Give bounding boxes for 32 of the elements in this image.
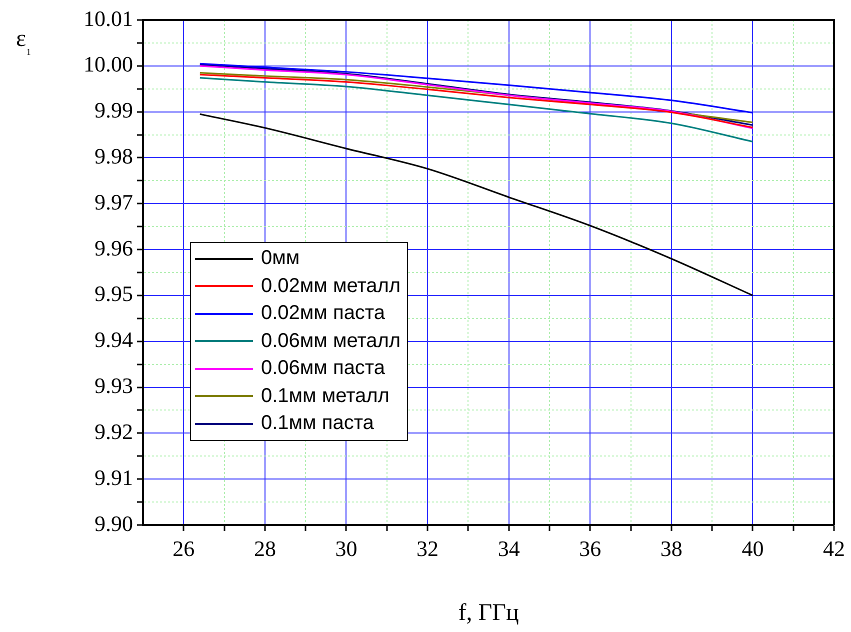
line-series [199, 62, 754, 114]
line-series [199, 113, 754, 296]
y-tick-label: 9.95 [94, 281, 133, 306]
x-tick-label: 28 [254, 536, 276, 561]
y-tick-label: 9.90 [94, 510, 133, 536]
x-tick-label: 34 [498, 536, 520, 561]
y-tick-label: 9.94 [94, 327, 133, 352]
y-tick-label: 10.01 [84, 6, 133, 31]
legend-label: 0.06мм металл [261, 328, 401, 354]
y-tick-label: 9.97 [94, 189, 133, 214]
x-axis-title: f, ГГц [458, 600, 519, 626]
legend-label: 0мм [261, 246, 300, 271]
legend-label: 0.1мм паста [261, 411, 374, 436]
x-tick-label: 26 [172, 536, 195, 561]
y-tick-label: 9.96 [94, 235, 133, 260]
x-tick-label: 42 [823, 536, 845, 561]
legend-label: 0.1мм металл [261, 384, 390, 408]
y-tick-label: 9.99 [94, 98, 133, 123]
x-tick-label: 38 [660, 536, 682, 561]
x-tick-label: 40 [742, 536, 764, 561]
line-series [199, 77, 754, 142]
y-tick-label: 9.93 [94, 373, 133, 398]
legend-label: 0.02мм паста [261, 301, 385, 326]
legend-label: 0.02мм металл [261, 274, 401, 298]
y-tick-label: 9.91 [94, 464, 133, 490]
legend-label: 0.06мм паста [261, 356, 385, 381]
y-tick-label: 10.00 [84, 52, 133, 77]
x-tick-label: 30 [335, 536, 358, 561]
y-tick-label: 9.98 [94, 144, 133, 169]
x-tick-label: 36 [579, 536, 602, 561]
y-tick-label: 9.92 [94, 418, 133, 444]
x-tick-label: 32 [416, 536, 439, 561]
